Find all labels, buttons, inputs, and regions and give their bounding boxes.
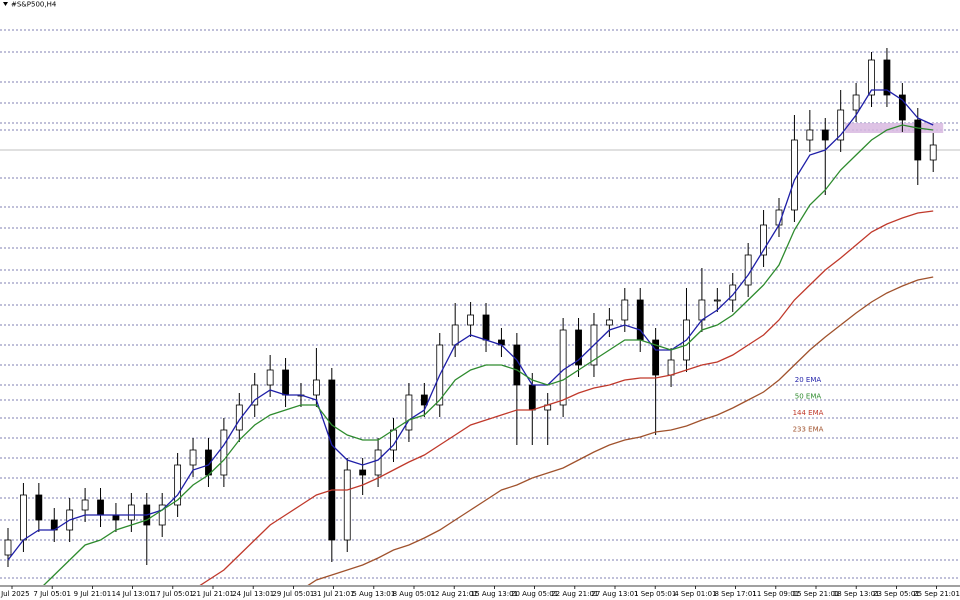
candle-body: [35, 494, 43, 521]
x-tick-label: 20 Aug 05:01: [511, 590, 558, 598]
candle-body: [636, 299, 644, 341]
ema-line: [199, 210, 934, 585]
candle-body: [251, 384, 259, 406]
x-tick-label: 5 Aug 13:01: [352, 590, 395, 598]
x-tick-label: 15 Aug 13:01: [471, 590, 518, 598]
candle-body: [467, 314, 475, 326]
candle-body: [20, 494, 27, 541]
candle-body: [605, 319, 613, 326]
x-tick-label: 21 Jul 21:01: [192, 590, 234, 598]
x-tick-label: 8 Sep 17:01: [714, 590, 756, 598]
chart-title: #S&P500,H4: [11, 1, 57, 9]
candle-body: [266, 369, 274, 386]
candle-body: [174, 464, 182, 506]
candle-body: [112, 514, 120, 521]
candle-body: [374, 449, 382, 476]
candle-body: [729, 284, 737, 301]
candle-body: [451, 324, 459, 346]
x-tick-label: 8 Aug 05:01: [393, 590, 436, 598]
candle-body: [420, 394, 428, 406]
x-tick-label: 9 Jul 21:01: [74, 590, 112, 598]
candle-body: [343, 469, 351, 541]
candle-body: [883, 59, 891, 96]
x-tick-label: 4 Sep 01:01: [674, 590, 716, 598]
candle-body: [575, 329, 582, 366]
candle-body: [405, 394, 413, 431]
candle-body: [220, 429, 228, 476]
candle-body: [852, 94, 860, 111]
candle-body: [359, 469, 367, 476]
candle-body: [698, 299, 706, 321]
candle-body: [528, 384, 536, 411]
candle-body: [652, 339, 660, 376]
x-tick-label: 2 Jul 2025: [0, 590, 30, 598]
candle-body: [621, 299, 629, 321]
candle-body: [868, 59, 875, 96]
candle-body: [282, 369, 289, 396]
x-tick-label: 25 Sep 21:01: [913, 590, 960, 598]
ema-line: [307, 276, 934, 585]
candle-body: [914, 119, 922, 161]
candle-body: [482, 314, 490, 341]
legend-label: 20 EMA: [795, 376, 822, 384]
x-tick-label: 31 Jul 21:01: [313, 590, 355, 598]
candle-body: [312, 379, 320, 396]
candle-body: [821, 129, 829, 141]
candle-body: [806, 129, 814, 141]
x-tick-label: 11 Sep 09:01: [752, 590, 799, 598]
x-tick-label: 24 Jul 13:01: [232, 590, 274, 598]
candle-body: [328, 379, 336, 541]
x-tick-label: 22 Aug 21:01: [551, 590, 598, 598]
x-tick-label: 1 Sep 05:01: [634, 590, 676, 598]
candle-body: [97, 499, 104, 516]
candle-body: [235, 404, 243, 431]
candle-body: [127, 504, 135, 521]
legend-label: 50 EMA: [795, 393, 822, 401]
ema-line: [43, 124, 934, 585]
candle-body: [189, 449, 197, 466]
candle-body: [667, 359, 675, 376]
candle-body: [513, 344, 521, 386]
candle-body: [559, 329, 567, 406]
x-tick-label: 7 Jul 05:01: [33, 590, 71, 598]
x-tick-label: 12 Aug 21:01: [431, 590, 478, 598]
x-tick-label: 18 Sep 13:01: [833, 590, 880, 598]
candle-body: [81, 499, 89, 511]
symbol-arrow: [3, 2, 8, 6]
x-tick-label: 17 Jul 05:01: [152, 590, 194, 598]
candle-body: [158, 504, 166, 526]
candle-body: [791, 139, 798, 211]
x-tick-label: 15 Sep 21:01: [793, 590, 840, 598]
x-tick-label: 23 Sep 05:01: [873, 590, 920, 598]
candle-body: [4, 539, 12, 556]
candle-body: [837, 109, 845, 141]
candle-body: [929, 144, 937, 161]
candle-body: [744, 254, 752, 286]
legend-label: 144 EMA: [793, 409, 824, 417]
plot-area: [0, 29, 960, 585]
candle-body: [760, 224, 767, 256]
x-tick-label: 29 Jul 05:01: [272, 590, 314, 598]
x-tick-label: 27 Aug 13:01: [591, 590, 638, 598]
candle-body: [898, 94, 906, 121]
candle-body: [713, 299, 721, 302]
legend-label: 233 EMA: [793, 426, 824, 434]
x-tick-label: 14 Jul 13:01: [112, 590, 154, 598]
